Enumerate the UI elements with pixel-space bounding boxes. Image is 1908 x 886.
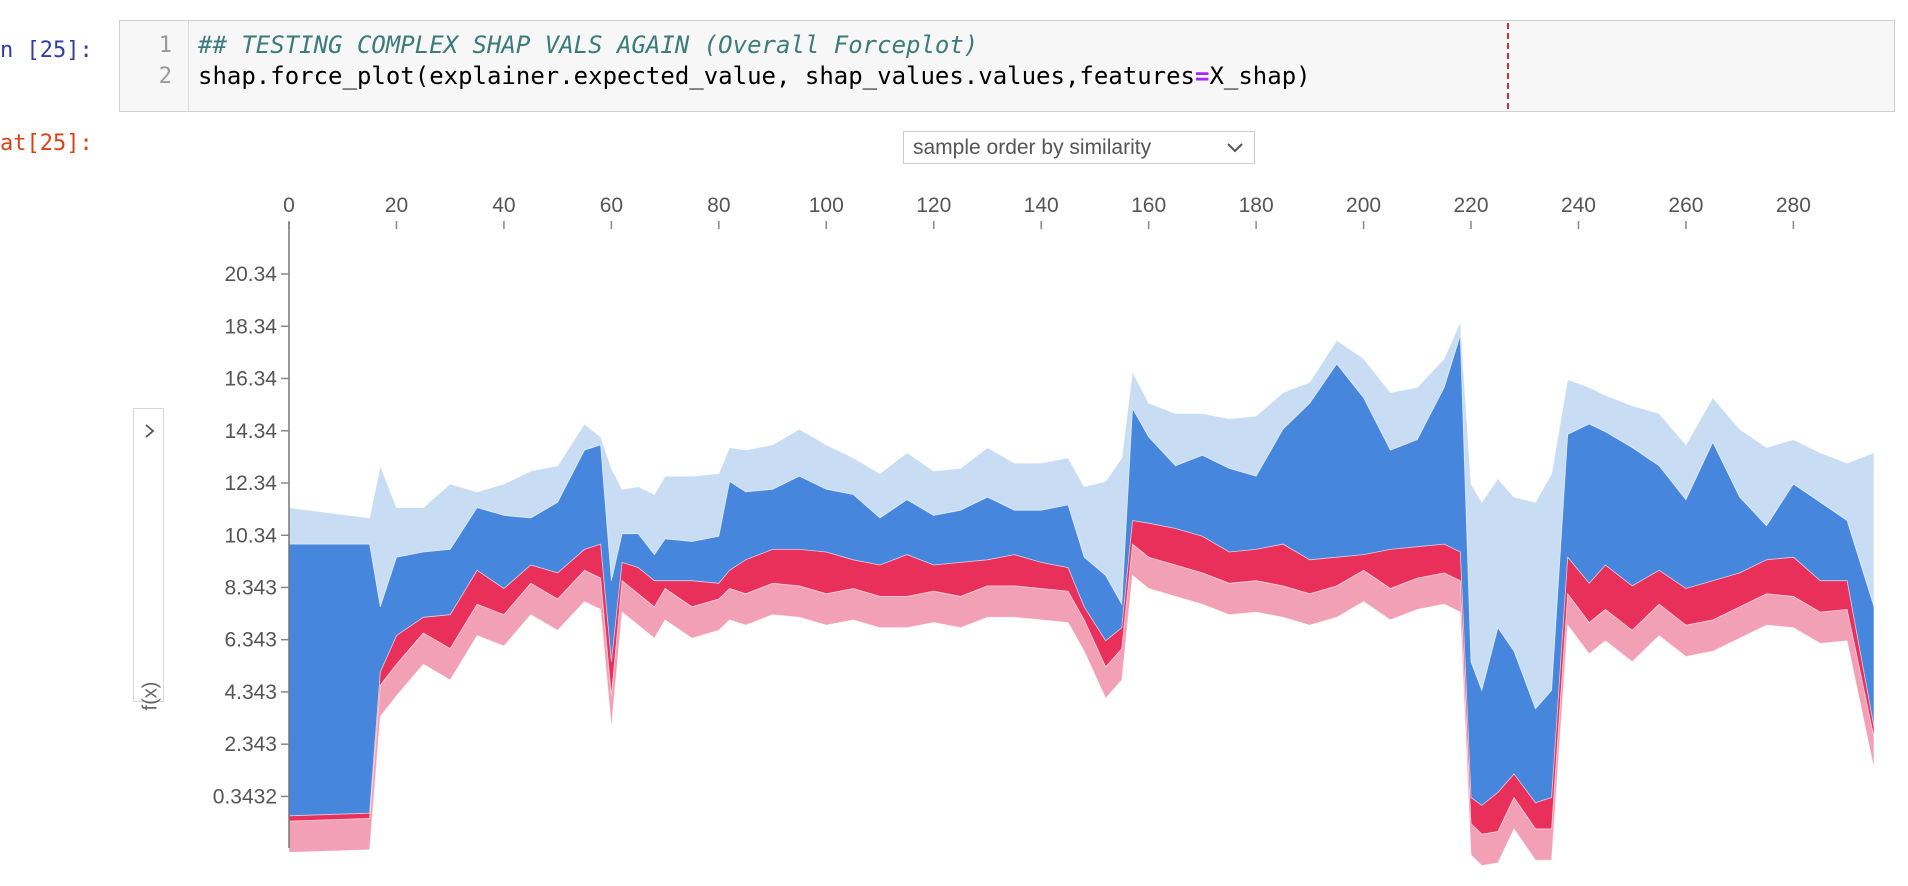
x-tick-label: 120 (916, 194, 951, 217)
code-text: X_shap) (1209, 62, 1311, 90)
x-tick-label: 140 (1024, 194, 1059, 217)
x-tick-label: 60 (600, 194, 623, 217)
area-series-red_light (288, 543, 1875, 866)
x-tick-label: 220 (1454, 194, 1489, 217)
y-tick-label: 16.34 (224, 368, 277, 391)
code-line[interactable]: shap.force_plot(explainer.expected_value… (198, 62, 1311, 90)
feature-panel-toggle[interactable] (133, 408, 164, 702)
chevron-down-icon (1227, 143, 1243, 153)
output-prompt: at[25]: (0, 131, 93, 156)
code-operator: = (1195, 62, 1210, 90)
line-number: 2 (158, 64, 172, 89)
sample-order-select-value: sample order by similarity (913, 136, 1152, 159)
x-tick-label: 180 (1239, 194, 1274, 217)
y-tick-label: 2.343 (224, 733, 277, 756)
y-tick-label: 4.343 (224, 681, 277, 704)
y-tick-label: 10.34 (224, 524, 277, 547)
y-tick-label: 8.343 (224, 576, 277, 599)
y-tick-label: 6.343 (224, 629, 277, 652)
x-tick-label: 160 (1131, 194, 1166, 217)
y-tick-label: 12.34 (224, 472, 277, 495)
y-tick-label: 20.34 (224, 263, 277, 286)
chevron-right-icon (145, 424, 155, 438)
x-tick-label: 0 (283, 194, 295, 217)
input-prompt: n [25]: (0, 38, 93, 63)
x-tick-label: 200 (1346, 194, 1381, 217)
y-tick-label: 18.34 (224, 315, 277, 338)
x-tick-label: 280 (1776, 194, 1811, 217)
x-tick-label: 100 (809, 194, 844, 217)
code-cell-editor[interactable]: 1 2 ## TESTING COMPLEX SHAP VALS AGAIN (… (119, 20, 1895, 112)
x-tick-label: 240 (1561, 194, 1596, 217)
code-text: shap.force_plot(explainer.expected_value… (198, 62, 1195, 90)
x-tick-label: 20 (385, 194, 408, 217)
code-comment-line[interactable]: ## TESTING COMPLEX SHAP VALS AGAIN (Over… (198, 31, 979, 59)
y-tick-label: 14.34 (224, 420, 277, 443)
x-tick-label: 80 (707, 194, 730, 217)
line-length-ruler (1507, 23, 1509, 109)
line-number: 1 (158, 33, 172, 58)
line-number-gutter: 1 2 (120, 21, 189, 111)
sample-order-select[interactable]: sample order by similarity (903, 131, 1255, 164)
x-tick-label: 260 (1668, 194, 1703, 217)
x-tick-label: 40 (492, 194, 515, 217)
y-tick-label: 0.3432 (213, 785, 277, 808)
